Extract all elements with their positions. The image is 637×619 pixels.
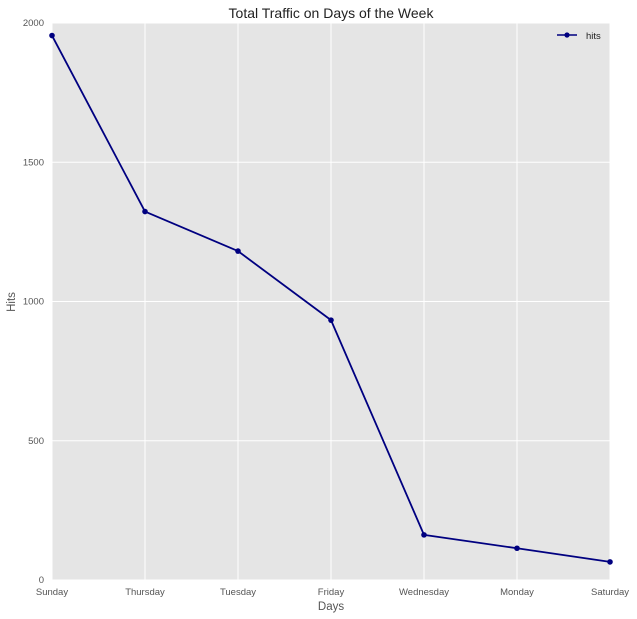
y-tick-label: 500	[28, 436, 44, 447]
y-axis-label: Hits	[6, 292, 18, 312]
y-tick-label: 1000	[23, 297, 44, 308]
legend-label-hits: hits	[586, 31, 601, 42]
x-tick-label: Monday	[500, 587, 534, 598]
y-tick-label: 0	[39, 575, 44, 586]
x-tick-label: Thursday	[125, 587, 165, 598]
x-tick-label: Tuesday	[220, 587, 256, 598]
legend: hits	[557, 31, 601, 42]
x-tick-label: Saturday	[591, 587, 629, 598]
chart-title: Total Traffic on Days of the Week	[229, 5, 435, 21]
x-axis-label: Days	[318, 601, 344, 613]
data-point	[328, 317, 334, 323]
gridlines	[51, 22, 611, 581]
data-point	[235, 248, 241, 254]
legend-marker-hits	[564, 32, 570, 38]
x-tick-label: Friday	[318, 587, 345, 598]
data-point	[49, 32, 55, 39]
y-tick-label: 2000	[23, 18, 44, 29]
data-point	[142, 208, 148, 215]
x-tick-label: Wednesday	[399, 587, 449, 598]
data-point	[421, 532, 427, 538]
data-point	[607, 559, 613, 565]
data-point	[514, 545, 520, 552]
series-layer	[49, 32, 613, 565]
tick-labels: Sunday Thursday Tuesday Friday Wednesday Mond…	[23, 18, 629, 598]
x-tick-label: Sunday	[36, 587, 68, 598]
y-tick-label: 1500	[23, 157, 44, 168]
